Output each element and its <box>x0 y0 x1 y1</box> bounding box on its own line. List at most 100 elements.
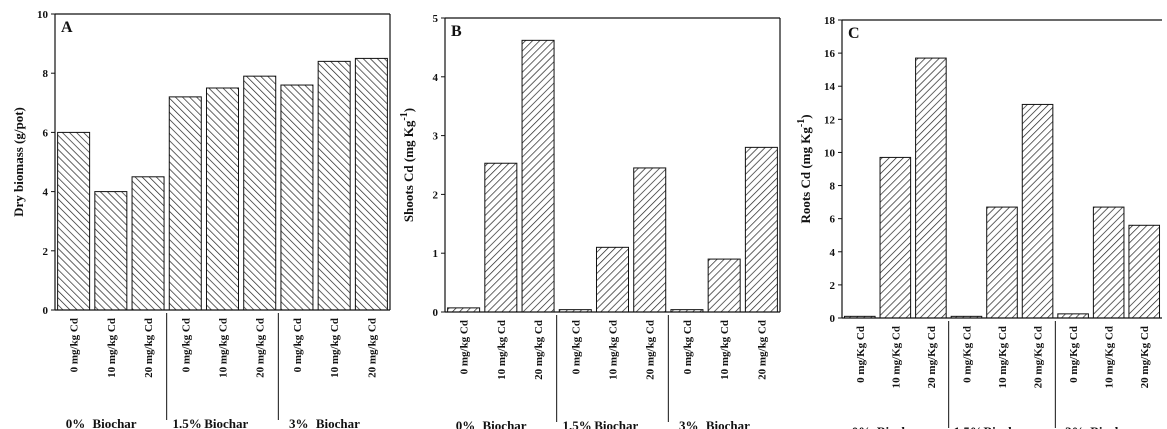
group-sublabel-p2-0: Biochar <box>877 424 921 429</box>
ylabel-p0: Dry biomass (g/pot) <box>11 107 26 217</box>
ytick-label-p1-5: 5 <box>433 13 439 25</box>
bar-p0-1 <box>94 191 128 311</box>
xtick-label-p0-0: 0 mg/kg Cd <box>69 318 81 372</box>
ytick-label-p0-4: 8 <box>43 68 49 80</box>
ytick-label-p2-8: 16 <box>824 48 836 60</box>
xtick-label-p1-0: 0 mg/kg Cd <box>459 320 471 374</box>
xtick-label-p1-3: 0 mg/kg Cd <box>570 320 582 374</box>
ytick-label-p0-0: 0 <box>43 305 49 317</box>
bar-p1-0 <box>447 307 481 313</box>
bar-p1-1 <box>484 162 518 313</box>
xtick-label-p2-7: 10 mg/Kg Cd <box>1104 326 1116 388</box>
bar-p1-5 <box>633 167 667 313</box>
bar-p0-6 <box>280 84 314 311</box>
bar-p0-8 <box>354 57 388 311</box>
xtick-label-p2-2: 20 mg/Kg Cd <box>926 326 938 388</box>
bar-p1-7 <box>707 258 741 313</box>
ytick-label-p1-1: 1 <box>433 248 439 260</box>
ylabel-super-p2: -1 <box>796 119 807 127</box>
xtick-label-p2-3: 0 mg/Kg Cd <box>961 326 973 383</box>
panel-label-p0: A <box>61 19 73 36</box>
ytick-label-p2-4: 8 <box>830 181 836 193</box>
xtick-label-p1-8: 20 mg/kg Cd <box>756 320 768 380</box>
group-label-p0-1: 1.5% <box>173 416 202 429</box>
group-sublabel-p1-0: Biochar <box>483 418 527 429</box>
ylabel-main-p0: Dry biomass (g/pot) <box>11 107 26 217</box>
bar-p2-6 <box>1057 313 1089 319</box>
group-label-p0-2: 3% <box>289 416 309 429</box>
ytick-label-p0-1: 2 <box>43 246 49 258</box>
bar-p2-1 <box>879 156 912 319</box>
ytick-label-p1-3: 3 <box>433 131 439 143</box>
ylabel-tail-p1: ) <box>401 108 416 112</box>
ytick-label-p2-6: 12 <box>824 114 836 126</box>
xtick-label-p0-5: 20 mg/kg Cd <box>255 318 267 378</box>
panel-label-p2: C <box>848 25 860 42</box>
ylabel-p2: Roots Cd (mg Kg-1) <box>796 114 813 223</box>
xtick-label-p2-8: 20 mg/Kg Cd <box>1139 326 1151 388</box>
bar-p2-4 <box>986 206 1018 319</box>
bar-p2-8 <box>1128 224 1161 319</box>
xtick-label-p1-6: 0 mg/kg Cd <box>682 320 694 374</box>
xtick-label-p2-6: 0 mg/Kg Cd <box>1068 326 1080 383</box>
bar-p2-5 <box>1021 103 1054 319</box>
group-sublabel-p0-1: Biochar <box>204 416 248 429</box>
group-sublabel-p1-2: Biochar <box>706 418 750 429</box>
xtick-label-p1-4: 10 mg/kg Cd <box>608 320 620 380</box>
xtick-label-p0-1: 10 mg/kg Cd <box>106 318 118 378</box>
xtick-label-p0-3: 0 mg/kg Cd <box>180 318 192 372</box>
bar-p0-7 <box>317 60 351 311</box>
xtick-label-p1-2: 20 mg/kg Cd <box>533 320 545 380</box>
xtick-label-p1-1: 10 mg/kg Cd <box>496 320 508 380</box>
panel-label-p1: B <box>451 23 462 40</box>
ylabel-main-p1: Shoots Cd (mg Kg <box>401 120 416 222</box>
ytick-label-p1-4: 4 <box>433 72 439 84</box>
ytick-label-p2-2: 4 <box>830 247 836 259</box>
ylabel-tail-p2: ) <box>798 114 813 118</box>
xtick-label-p2-0: 0 mg/Kg Cd <box>855 326 867 383</box>
bar-p2-7 <box>1092 206 1125 319</box>
ytick-label-p0-5: 10 <box>37 9 49 21</box>
bar-p0-3 <box>168 96 202 311</box>
panel-b: 0 1 2 3 4 5 Shoots Cd (mg Kg-1) B 0 mg/kg Cd 10 m… <box>399 13 781 429</box>
group-sublabel-p2-2: Biochar <box>1090 424 1134 429</box>
ylabel-p1: Shoots Cd (mg Kg-1) <box>399 108 416 222</box>
ylabel-super-p1: -1 <box>399 112 410 120</box>
group-sublabel-p2-1: Biochar <box>984 424 1028 429</box>
xtick-label-p1-7: 10 mg/kg Cd <box>719 320 731 380</box>
ytick-label-p0-3: 6 <box>43 127 49 139</box>
bar-p1-2 <box>521 39 555 313</box>
group-sublabel-p1-1: Biochar <box>594 418 638 429</box>
bar-p0-0 <box>57 131 91 311</box>
ytick-label-p2-5: 10 <box>824 147 836 159</box>
group-label-p1-0: 0% <box>456 418 476 429</box>
bar-p0-5 <box>243 75 277 311</box>
panel-c: 0 2 4 6 8 10 12 14 16 18 Roots Cd (mg Kg-1) C 0 mg/K… <box>796 15 1162 429</box>
ytick-label-p2-0: 0 <box>830 313 836 325</box>
bar-p2-2 <box>915 57 947 319</box>
group-label-p2-0: 0% <box>852 424 872 429</box>
xtick-label-p2-1: 10 mg/Kg Cd <box>890 326 902 388</box>
ytick-label-p2-9: 18 <box>824 15 836 27</box>
group-sublabel-p0-2: Biochar <box>316 416 360 429</box>
xtick-label-p0-7: 10 mg/kg Cd <box>329 318 341 378</box>
group-sublabel-p0-0: Biochar <box>93 416 137 429</box>
xtick-label-p0-8: 20 mg/kg Cd <box>366 318 378 378</box>
xtick-label-p2-4: 10 mg/Kg Cd <box>997 326 1009 388</box>
ytick-label-p2-1: 2 <box>830 280 836 292</box>
xtick-label-p0-2: 20 mg/kg Cd <box>143 318 155 378</box>
ytick-label-p1-2: 2 <box>433 189 439 201</box>
xtick-label-p0-6: 0 mg/kg Cd <box>292 318 304 372</box>
ytick-label-p1-0: 0 <box>433 307 439 319</box>
bar-p0-4 <box>205 87 240 311</box>
bar-p0-2 <box>131 176 165 311</box>
ytick-label-p2-7: 14 <box>824 81 836 93</box>
group-label-p2-1: 1.5% <box>954 424 983 429</box>
bar-p1-8 <box>744 146 778 313</box>
ytick-label-p0-2: 4 <box>43 187 49 199</box>
group-label-p1-1: 1.5% <box>563 418 592 429</box>
xtick-label-p0-4: 10 mg/kg Cd <box>218 318 230 378</box>
xtick-label-p2-5: 20 mg/Kg Cd <box>1033 326 1045 388</box>
xtick-label-p1-5: 20 mg/kg Cd <box>645 320 657 380</box>
